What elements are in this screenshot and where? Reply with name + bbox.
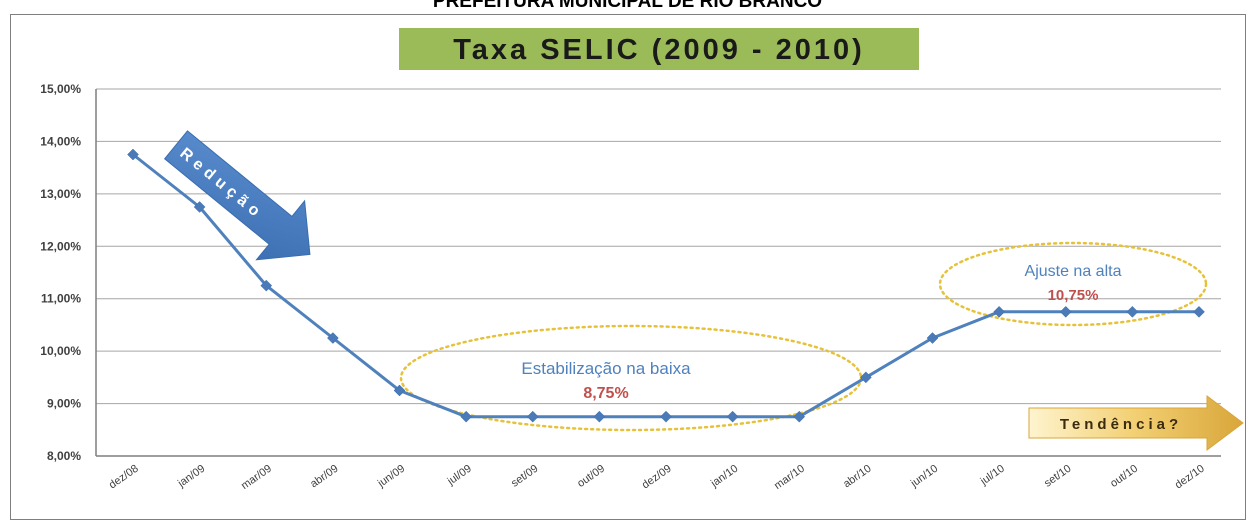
ajuste-value: 10,75% <box>1048 287 1099 304</box>
y-tick-label: 13,00% <box>40 187 81 201</box>
x-tick-label: jul/10 <box>978 463 1007 488</box>
data-point-marker <box>593 410 606 423</box>
tendencia-arrow: Tendência? <box>1028 395 1244 451</box>
data-point-marker <box>1126 305 1139 318</box>
x-tick-label: out/09 <box>575 463 607 490</box>
data-point-marker <box>860 371 872 384</box>
data-point-marker <box>460 410 472 423</box>
x-tick-label: set/09 <box>509 463 540 490</box>
data-point-marker <box>1059 305 1072 318</box>
data-point-marker <box>660 410 672 423</box>
y-tick-label: 8,00% <box>47 449 81 463</box>
data-point-marker <box>993 305 1005 318</box>
estabilizacao-label: Estabilização na baixa <box>521 359 691 378</box>
ajuste-ellipse <box>938 241 1208 327</box>
y-axis-ticks: 8,00% 9,00% 10,00% 11,00% 12,00% 13,00% 14,00%… <box>40 82 81 463</box>
estabilizacao-ellipse <box>399 324 863 432</box>
data-point-marker <box>260 279 273 292</box>
data-point-marker <box>793 410 806 423</box>
x-tick-label: jan/10 <box>708 463 740 491</box>
x-tick-label: mar/10 <box>772 463 807 492</box>
data-point-marker <box>926 332 939 344</box>
chart-frame: Taxa SELIC (2009 - 2010) 8,00% 9,00% 10,00… <box>10 14 1246 520</box>
tendencia-label: Tendência? <box>1060 416 1182 433</box>
x-tick-label: out/10 <box>1108 463 1140 490</box>
y-tick-label: 15,00% <box>40 82 81 96</box>
x-tick-label: mar/09 <box>239 463 274 492</box>
page-header: PREFEITURA MUNICIPAL DE RIO BRANCO <box>432 0 823 12</box>
x-tick-label: jun/10 <box>908 463 940 491</box>
estabilizacao-value: 8,75% <box>583 385 628 402</box>
data-point-marker <box>726 410 739 423</box>
series-selic <box>127 148 1205 423</box>
data-point-marker <box>526 410 539 423</box>
chart-title-box <box>399 28 919 70</box>
y-tick-label: 11,00% <box>41 292 81 306</box>
chart-title: Taxa SELIC (2009 - 2010) <box>453 34 865 66</box>
data-point-marker <box>393 384 406 397</box>
x-tick-label: abr/10 <box>841 463 873 491</box>
x-tick-label: jul/09 <box>445 463 474 488</box>
x-tick-label: abr/09 <box>308 463 340 491</box>
x-tick-label: set/10 <box>1042 463 1073 490</box>
data-point-marker <box>1193 305 1205 318</box>
y-tick-label: 14,00% <box>40 134 81 148</box>
x-tick-label: dez/10 <box>1173 463 1207 492</box>
x-tick-label: jan/09 <box>175 463 207 491</box>
x-axis-ticks: dez/08 jan/09 mar/09 abr/09 jun/09 jul/09 set/… <box>107 463 1207 492</box>
ajuste-label: Ajuste na alta <box>1025 263 1122 280</box>
data-point-marker <box>127 148 139 161</box>
data-point-marker <box>327 332 339 344</box>
x-tick-label: dez/08 <box>107 463 141 492</box>
y-tick-label: 12,00% <box>40 239 81 253</box>
y-tick-label: 9,00% <box>47 397 81 411</box>
x-tick-label: dez/09 <box>640 463 674 492</box>
x-tick-label: jun/09 <box>375 463 407 491</box>
y-tick-label: 10,00% <box>40 344 81 358</box>
data-point-marker <box>193 201 206 213</box>
selic-line-chart: Taxa SELIC (2009 - 2010) 8,00% 9,00% 10,00… <box>40 28 1244 492</box>
